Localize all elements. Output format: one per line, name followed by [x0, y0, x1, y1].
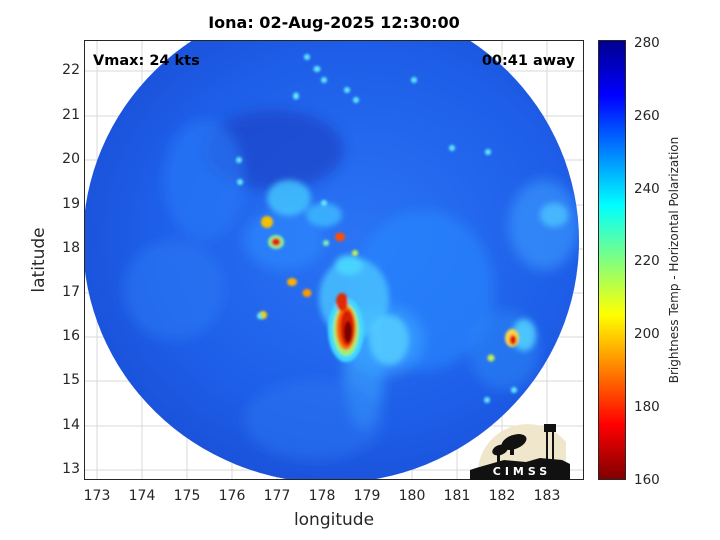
colorbar-label: Brightness Temp - Horizontal Polarizatio…	[667, 136, 681, 384]
cimss-logo-text: CIMSS	[492, 465, 552, 478]
y-tick-label: 17	[62, 284, 80, 300]
y-tick-label: 21	[62, 107, 80, 123]
x-tick-label: 177	[263, 488, 291, 504]
y-tick-label: 19	[62, 196, 80, 212]
y-tick-label: 15	[62, 372, 80, 388]
y-tick-label: 14	[62, 417, 80, 433]
y-tick-label: 13	[62, 461, 80, 477]
colorbar	[598, 40, 626, 480]
colorbar-tick-label: 160	[634, 472, 660, 488]
microwave-map	[84, 40, 584, 480]
cimss-logo	[470, 424, 570, 480]
y-tick-label: 18	[62, 240, 80, 256]
x-tick-label: 183	[533, 488, 561, 504]
map-title: Iona: 02-Aug-2025 12:30:00	[208, 13, 460, 32]
x-tick-label: 182	[488, 488, 516, 504]
y-tick-label: 20	[62, 151, 80, 167]
y-tick-label: 16	[62, 328, 80, 344]
y-tick-label: 22	[62, 62, 80, 78]
x-tick-label: 180	[398, 488, 426, 504]
colorbar-tick-label: 280	[634, 35, 660, 51]
x-tick-label: 173	[83, 488, 111, 504]
y-axis-label: latitude	[29, 227, 49, 293]
colorbar-tick-label: 200	[634, 326, 660, 342]
vmax-annotation: Vmax: 24 kts	[93, 53, 200, 69]
colorbar-tick-label: 180	[634, 399, 660, 415]
x-tick-label: 174	[128, 488, 156, 504]
x-tick-label: 181	[443, 488, 471, 504]
colorbar-tick-label: 220	[634, 253, 660, 269]
x-tick-label: 179	[353, 488, 381, 504]
colorbar-tick-label: 260	[634, 108, 660, 124]
brightness-temperature-swath	[84, 40, 579, 480]
x-tick-label: 175	[173, 488, 201, 504]
x-tick-label: 178	[308, 488, 336, 504]
x-axis-label: longitude	[293, 510, 375, 530]
x-tick-label: 176	[218, 488, 246, 504]
time-away-annotation: 00:41 away	[481, 53, 575, 69]
colorbar-tick-label: 240	[634, 181, 660, 197]
